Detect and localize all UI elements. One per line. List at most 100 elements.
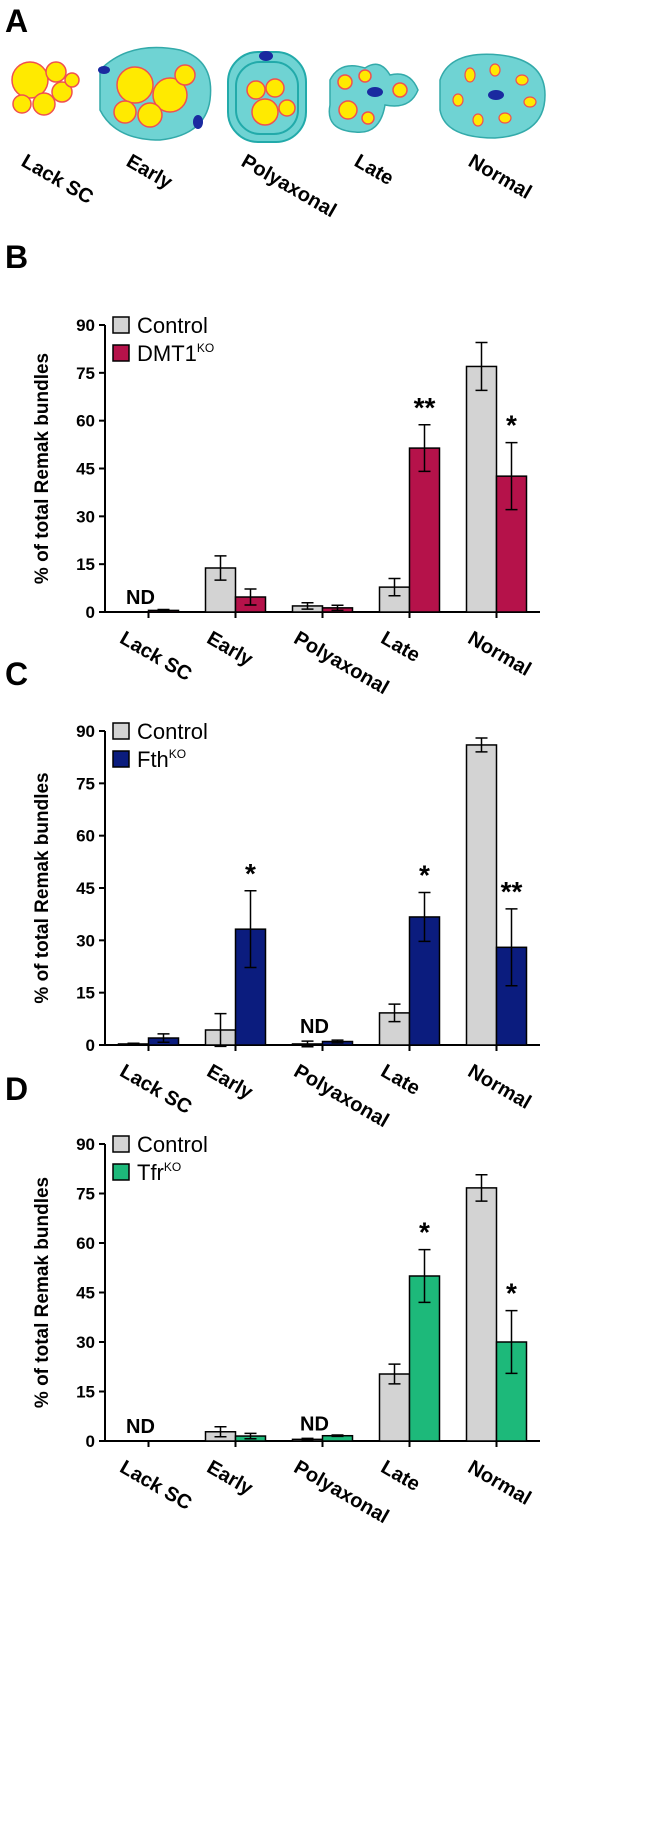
cell-early (98, 46, 212, 141)
x-tick-label: Normal (464, 1060, 535, 1114)
legend-name: Control (137, 313, 208, 338)
annotation: ** (501, 876, 523, 907)
error-bar (505, 441, 518, 511)
error-bar (214, 1012, 227, 1048)
legend-label: FthKO (137, 747, 186, 772)
legend-name: Control (137, 719, 208, 744)
error-bar (505, 1309, 518, 1375)
error-bar (244, 890, 257, 969)
cell-label: Late (351, 150, 398, 190)
x-tick-label: Early (203, 1456, 257, 1500)
chart: D % of total Remak bundles 0 15 30 45 60 75 90 La… (5, 1071, 540, 1528)
panel-label: B (5, 239, 28, 275)
y-tick-label: 45 (76, 879, 95, 898)
annotation: * (245, 858, 256, 889)
cell-polyaxonal (227, 51, 307, 143)
error-bar (418, 891, 431, 943)
y-tick-label: 90 (76, 722, 95, 741)
legend-name: DMT1 (137, 341, 197, 366)
y-tick-label: 0 (86, 603, 95, 622)
y-axis-label: % of total Remak bundles (32, 1177, 53, 1408)
y-tick-label: 90 (76, 1135, 95, 1154)
y-tick-label: 0 (86, 1432, 95, 1451)
x-tick-label: Normal (464, 1456, 535, 1510)
legend-label: Control (137, 719, 208, 744)
bar (408, 447, 441, 613)
y-tick-label: 75 (76, 364, 95, 383)
annotation: ND (126, 587, 155, 609)
y-tick-label: 30 (76, 1333, 95, 1352)
panel-label: A (5, 3, 28, 39)
chart: C % of total Remak bundles 0 15 30 45 60 75 90 La… (5, 656, 540, 1132)
y-tick-label: 15 (76, 984, 95, 1003)
y-tick-label: 30 (76, 507, 95, 526)
annotation: * (506, 410, 517, 441)
annotation: ** (414, 392, 436, 423)
cell-normal (439, 53, 546, 139)
panel-a: A (5, 3, 546, 143)
error-bar (388, 1363, 401, 1385)
error-bar (388, 577, 401, 597)
x-tick-label: Early (203, 1060, 257, 1104)
annotation: ND (126, 1416, 155, 1438)
legend-superscript: KO (164, 1160, 181, 1174)
error-bar (418, 1248, 431, 1304)
legend-swatch (112, 316, 130, 334)
bar (465, 1187, 498, 1442)
y-tick-label: 45 (76, 460, 95, 479)
legend-name: Fth (137, 747, 169, 772)
x-tick-label: Late (377, 1060, 424, 1100)
legend-label: Control (137, 1132, 208, 1157)
error-bar (127, 1042, 140, 1046)
error-bar (388, 1003, 401, 1023)
x-tick-label: Late (377, 1456, 424, 1496)
annotation: * (419, 1217, 430, 1248)
cell-late (328, 63, 419, 133)
legend-label: DMT1KO (137, 341, 214, 366)
legend-swatch (112, 1135, 130, 1153)
error-bar (418, 424, 431, 473)
legend-label: Control (137, 313, 208, 338)
cell-label: Polyaxonal (238, 150, 340, 222)
x-tick-label: Normal (464, 627, 535, 681)
legend-swatch (112, 750, 130, 768)
y-tick-label: 60 (76, 1234, 95, 1253)
cell-lack-sc (11, 61, 80, 116)
annotation: ND (300, 1413, 329, 1435)
panel-label: C (5, 656, 28, 692)
cell-label: Normal (465, 150, 536, 204)
error-bar (157, 608, 170, 613)
annotation: * (419, 860, 430, 891)
bar (465, 744, 498, 1046)
error-bar (301, 602, 314, 610)
y-tick-label: 90 (76, 316, 95, 335)
error-bar (157, 1033, 170, 1043)
error-bar (244, 588, 257, 606)
cell-label: Lack SC (18, 150, 97, 209)
error-bar (301, 1437, 314, 1442)
annotation: * (506, 1278, 517, 1309)
legend-label: TfrKO (137, 1160, 181, 1185)
error-bar (331, 1039, 344, 1044)
legend-superscript: KO (197, 341, 214, 355)
annotation: ND (300, 1016, 329, 1038)
x-tick-label: Polyaxonal (290, 1060, 392, 1132)
chart: B % of total Remak bundles 0 15 30 45 60 75 90 La… (5, 239, 540, 699)
y-tick-label: 75 (76, 774, 95, 793)
error-bar (214, 555, 227, 581)
error-bar (475, 341, 488, 392)
panel-label: D (5, 1071, 28, 1107)
y-axis-label: % of total Remak bundles (32, 772, 53, 1003)
x-tick-label: Polyaxonal (290, 627, 392, 699)
legend-name: Tfr (137, 1160, 164, 1185)
y-tick-label: 60 (76, 827, 95, 846)
error-bar (475, 737, 488, 753)
y-tick-label: 60 (76, 412, 95, 431)
x-tick-label: Late (377, 627, 424, 667)
error-bar (331, 604, 344, 612)
x-tick-label: Lack SC (116, 627, 195, 686)
error-bar (331, 1434, 344, 1438)
y-axis-label: % of total Remak bundles (32, 353, 53, 584)
x-tick-label: Lack SC (116, 1456, 195, 1515)
